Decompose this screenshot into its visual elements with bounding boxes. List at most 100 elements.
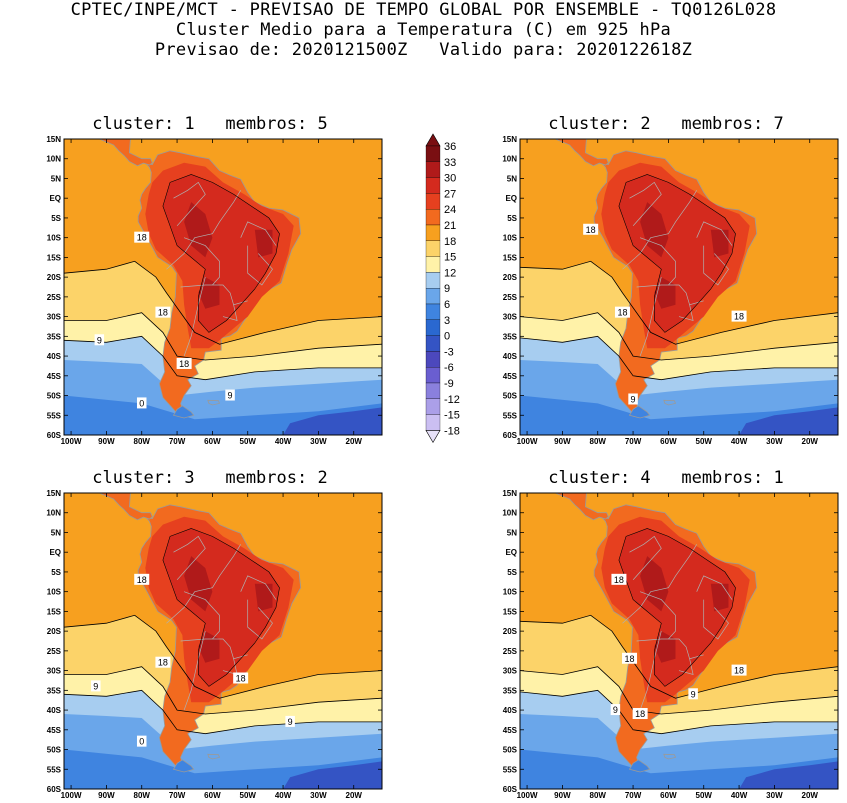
- lat-tick-label: 15S: [47, 607, 62, 616]
- colorbar-label: 18: [444, 236, 456, 248]
- map-panel-cluster-1: cluster: 1 membros: 5 15N 10N 5N EQ 5S 10S 15S…: [30, 114, 390, 449]
- contour-label-box: [155, 306, 171, 318]
- contour-label: 9: [97, 335, 102, 345]
- contour-label-box: [94, 334, 105, 346]
- contour-line: [520, 689, 838, 735]
- falkland-islands: [663, 399, 677, 406]
- contour-label: 18: [158, 658, 168, 668]
- contour-label: 9: [93, 681, 98, 691]
- lat-tick-label: 40S: [47, 706, 62, 715]
- contour-label-box: [225, 389, 235, 401]
- land-band-30-33: [254, 229, 273, 258]
- panel-title: cluster: 1 membros: 5: [92, 114, 328, 134]
- lat-tick-label: 10N: [46, 155, 61, 164]
- country-border: [696, 575, 733, 600]
- lat-tick-label: 50S: [47, 392, 62, 401]
- country-border: [222, 300, 248, 321]
- contour-label: 18: [179, 359, 189, 369]
- country-border: [180, 638, 234, 659]
- lat-tick-label: 45S: [503, 726, 518, 735]
- contour-label: 9: [691, 689, 696, 699]
- colorbar-swatch: [425, 351, 441, 368]
- country-border: [639, 631, 662, 711]
- lat-tick-label: 15N: [502, 490, 517, 498]
- map-frame: [519, 138, 839, 436]
- contour-line: [520, 335, 838, 381]
- land-band-30-33: [710, 229, 729, 258]
- lat-tick-label: 30S: [503, 313, 518, 322]
- lat-tick-label: 45S: [47, 726, 62, 735]
- colorbar-label: 27: [444, 188, 456, 200]
- colorbar-bottom-arrow: [425, 430, 441, 443]
- lon-tick-label: 80W: [590, 437, 607, 446]
- colorbar-label: -12: [444, 394, 460, 406]
- colorbar-swatch: [425, 256, 441, 273]
- temperature-map: 15N 10N 5N EQ 5S 10S 15S 20S 25S 30S 35S 40S 45S 50S 5…: [502, 136, 839, 446]
- country-border: [678, 300, 704, 321]
- lat-tick-label: 35S: [503, 332, 518, 341]
- country-border: [183, 591, 220, 640]
- contour-label-box: [285, 715, 295, 727]
- lat-tick-label: 55S: [503, 411, 518, 420]
- country-border: [183, 237, 220, 286]
- country-border: [180, 284, 234, 305]
- central-america-landmass: [520, 139, 609, 167]
- colorbar-label: 9: [444, 283, 450, 295]
- lat-tick-label: 35S: [47, 332, 62, 341]
- lat-tick-label: 5S: [507, 214, 517, 223]
- contour-line: [64, 335, 382, 381]
- colorbar-label: -15: [444, 410, 460, 422]
- lat-tick-label: 10S: [47, 234, 62, 243]
- band-0-3: [739, 761, 838, 789]
- contour-line: [618, 174, 736, 333]
- country-border: [639, 237, 676, 286]
- lon-tick-label: 50W: [696, 791, 713, 800]
- tierra-del-fuego: [628, 759, 651, 773]
- colorbar-label: -3: [444, 346, 454, 358]
- country-border: [247, 599, 273, 640]
- lat-tick-label: EQ: [505, 548, 517, 557]
- lat-tick-label: 25S: [503, 293, 518, 302]
- colorbar-label: -6: [444, 362, 454, 374]
- country-border: [636, 638, 690, 659]
- lon-tick-label: 70W: [169, 437, 186, 446]
- country-border: [247, 245, 273, 286]
- colorbar-label: 6: [444, 299, 450, 311]
- country-border: [678, 654, 704, 675]
- colorbar-swatch: [425, 209, 441, 226]
- lat-tick-label: 50S: [503, 392, 518, 401]
- lon-tick-label: 50W: [240, 437, 257, 446]
- contour-label: 0: [139, 737, 144, 747]
- lat-tick-label: 50S: [47, 746, 62, 755]
- contour-label-box: [176, 357, 192, 369]
- header-title-line-1: CPTEC/INPE/MCT - PREVISAO DE TEMPO GLOBA…: [70, 0, 777, 20]
- lon-tick-label: 90W: [554, 791, 571, 800]
- lat-tick-label: 15S: [503, 253, 518, 262]
- lat-tick-label: 20S: [47, 627, 62, 636]
- lat-tick-label: 10N: [46, 509, 61, 518]
- lat-tick-label: 45S: [47, 372, 62, 381]
- lat-tick-label: 5N: [507, 174, 517, 183]
- colorbar-swatch: [425, 335, 441, 352]
- country-border: [166, 190, 241, 270]
- temperature-map: 15N 10N 5N EQ 5S 10S 15S 20S 25S 30S 35S 40S 45S 50S 5…: [46, 136, 383, 446]
- contour-label-box: [91, 680, 101, 692]
- country-border: [629, 181, 662, 227]
- contour-label-box: [583, 223, 599, 235]
- lat-tick-label: EQ: [49, 194, 61, 203]
- lat-tick-label: 5N: [51, 174, 61, 183]
- contour-label-box: [134, 231, 150, 243]
- lon-tick-label: 70W: [169, 791, 186, 800]
- lon-tick-label: 40W: [275, 437, 292, 446]
- panel-title: cluster: 2 membros: 7: [548, 114, 784, 134]
- contour-line: [520, 614, 838, 699]
- figure-header: CPTEC/INPE/MCT - PREVISAO DE TEMPO GLOBA…: [0, 0, 847, 60]
- colorbar-swatch: [425, 145, 441, 162]
- colorbar-label: 3: [444, 315, 450, 327]
- map-frame: [63, 138, 383, 436]
- contour-label-box: [731, 310, 747, 322]
- colorbar-label: 15: [444, 252, 456, 264]
- contour-label-box: [611, 573, 627, 585]
- lat-tick-label: 60S: [47, 431, 62, 440]
- lat-tick-label: 10N: [502, 509, 517, 518]
